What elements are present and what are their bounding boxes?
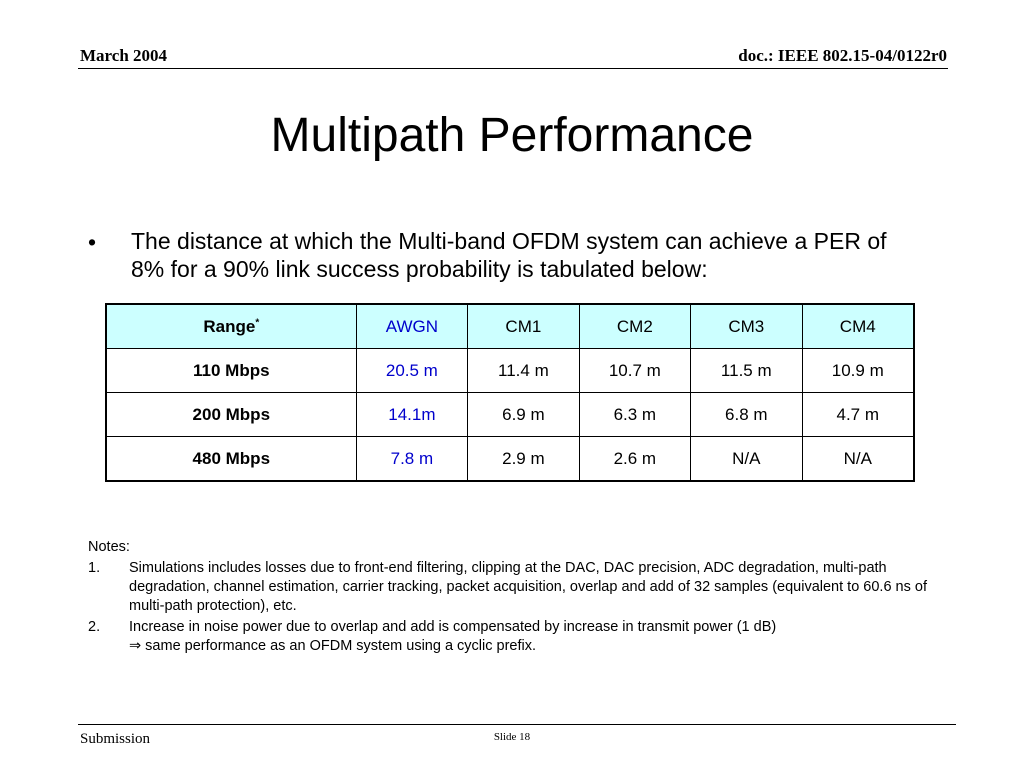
table-cell: 14.1m (355, 392, 469, 437)
bullet-icon: • (88, 229, 97, 255)
table-row: 110 Mbps 20.5 m 11.4 m 10.7 m 11.5 m 10.… (105, 348, 915, 393)
note-text: Simulations includes losses due to front… (129, 560, 927, 614)
header-cell-cm3: CM3 (690, 303, 803, 349)
note-item: 1. Simulations includes losses due to fr… (88, 559, 928, 616)
range-table: Range* AWGN CM1 CM2 CM3 CM4 110 Mbps 20.… (105, 303, 915, 482)
note-item: 2. Increase in noise power due to overla… (88, 618, 928, 656)
notes-section: Notes: 1. Simulations includes losses du… (88, 538, 928, 658)
header-divider (78, 68, 948, 69)
table-cell: N/A (801, 436, 915, 482)
note-number: 2. (88, 619, 101, 635)
table-cell: 4.7 m (801, 392, 915, 437)
table-cell: N/A (690, 436, 803, 482)
range-footnote-mark: * (255, 316, 260, 328)
slide-title: Multipath Performance (270, 109, 754, 162)
slide-number: Slide 18 (493, 731, 531, 743)
table-cell: 11.4 m (467, 348, 580, 393)
footer-divider (78, 724, 956, 725)
row-label: 480 Mbps (105, 436, 357, 482)
header-date: March 2004 (80, 46, 168, 65)
header-doc-id: doc.: IEEE 802.15-04/0122r0 (738, 46, 947, 65)
bullet-text: The distance at which the Multi-band OFD… (131, 228, 887, 282)
table-cell: 6.3 m (578, 392, 692, 437)
table-cell: 6.8 m (690, 392, 803, 437)
note-text: Increase in noise power due to overlap a… (129, 619, 777, 635)
row-label: 200 Mbps (105, 392, 357, 437)
range-label: Range (203, 316, 256, 336)
table-row: 480 Mbps 7.8 m 2.9 m 2.6 m N/A N/A (105, 436, 915, 482)
table-cell: 11.5 m (690, 348, 803, 393)
table-cell: 7.8 m (355, 436, 469, 482)
table-header-row: Range* AWGN CM1 CM2 CM3 CM4 (105, 303, 915, 349)
table-cell: 10.9 m (801, 348, 915, 393)
table-cell: 2.9 m (467, 436, 580, 482)
header-cell-cm1: CM1 (467, 303, 580, 349)
table-cell: 2.6 m (578, 436, 692, 482)
table-cell: 20.5 m (355, 348, 469, 393)
header-cell-cm2: CM2 (578, 303, 692, 349)
footer-submission: Submission (80, 731, 151, 747)
header-cell-range: Range* (105, 303, 357, 349)
table-cell: 6.9 m (467, 392, 580, 437)
header-cell-cm4: CM4 (801, 303, 915, 349)
table-row: 200 Mbps 14.1m 6.9 m 6.3 m 6.8 m 4.7 m (105, 392, 915, 437)
table-cell: 10.7 m (578, 348, 692, 393)
note-number: 1. (88, 560, 101, 576)
note-text-continuation: ⇒ same performance as an OFDM system usi… (129, 638, 536, 654)
header-cell-awgn: AWGN (355, 303, 469, 349)
row-label: 110 Mbps (105, 348, 357, 393)
notes-title: Notes: (88, 539, 130, 555)
